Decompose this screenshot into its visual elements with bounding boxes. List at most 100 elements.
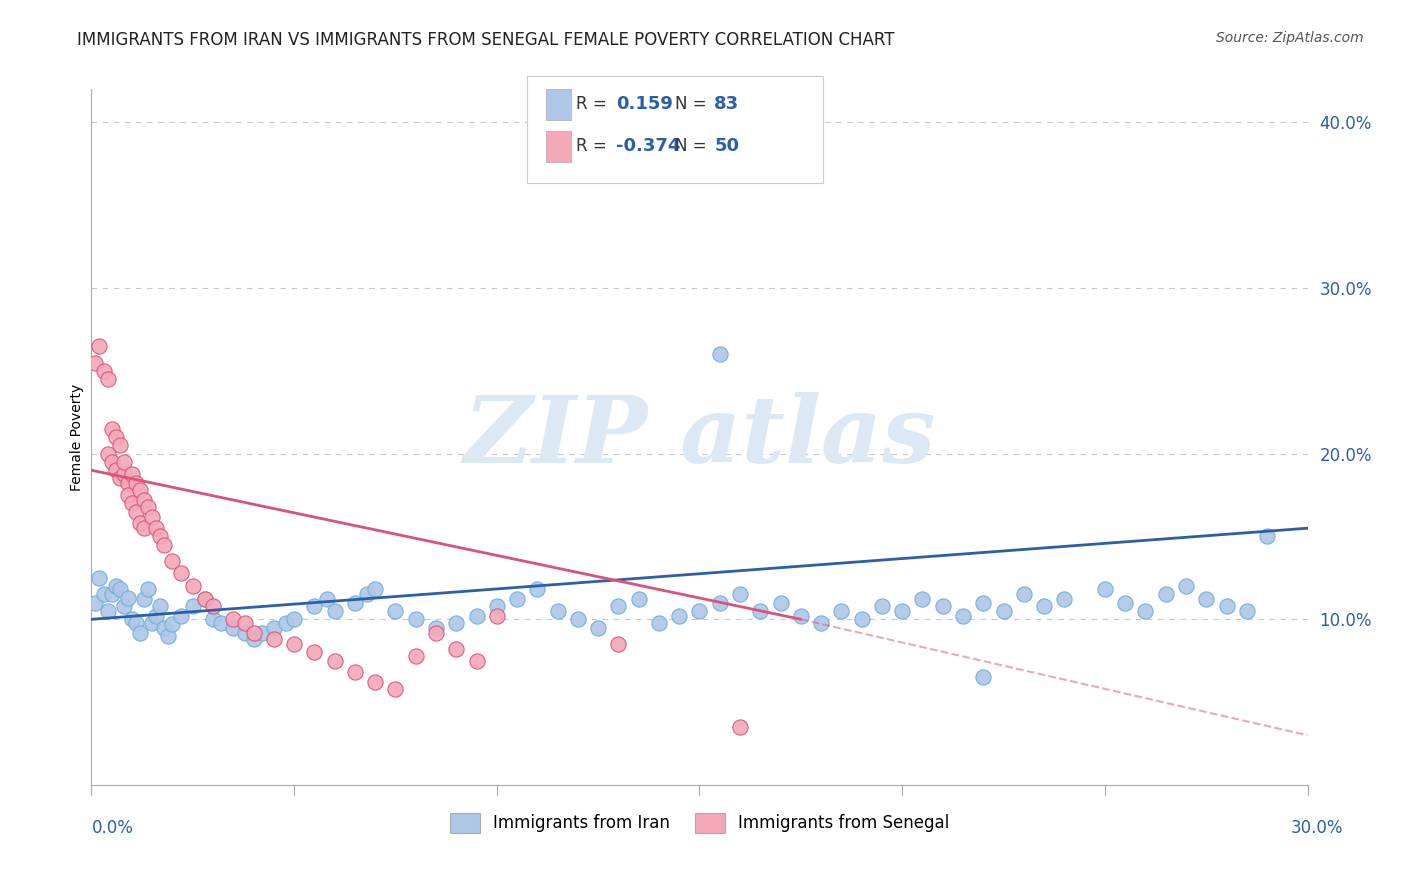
Point: [364, 582, 387, 597]
Point: [97, 447, 120, 461]
Text: 50: 50: [714, 137, 740, 155]
Point: [97, 604, 120, 618]
Point: [194, 592, 217, 607]
Point: [194, 592, 217, 607]
Point: [405, 612, 427, 626]
Point: [121, 612, 143, 626]
Point: [728, 720, 751, 734]
Point: [283, 612, 305, 626]
Text: Source: ZipAtlas.com: Source: ZipAtlas.com: [1216, 31, 1364, 45]
Point: [84, 355, 107, 369]
Point: [315, 592, 337, 607]
Text: N =: N =: [675, 137, 711, 155]
Point: [108, 438, 131, 452]
Point: [153, 621, 176, 635]
Point: [870, 599, 893, 613]
Point: [263, 632, 285, 647]
Legend: Immigrants from Iran, Immigrants from Senegal: Immigrants from Iran, Immigrants from Se…: [443, 806, 956, 839]
Point: [931, 599, 953, 613]
Point: [465, 609, 488, 624]
Point: [1236, 604, 1258, 618]
Point: [222, 612, 245, 626]
Text: R =: R =: [576, 95, 613, 113]
Point: [627, 592, 650, 607]
Point: [668, 609, 690, 624]
Text: IMMIGRANTS FROM IRAN VS IMMIGRANTS FROM SENEGAL FEMALE POVERTY CORRELATION CHART: IMMIGRANTS FROM IRAN VS IMMIGRANTS FROM …: [77, 31, 894, 49]
Point: [648, 615, 671, 630]
Point: [93, 587, 115, 601]
Point: [145, 521, 167, 535]
Point: [89, 339, 111, 353]
Point: [117, 476, 139, 491]
Point: [384, 604, 406, 618]
Text: R =: R =: [576, 137, 613, 155]
Point: [283, 637, 305, 651]
Point: [1215, 599, 1237, 613]
Point: [263, 621, 285, 635]
Point: [607, 637, 630, 651]
Point: [132, 592, 155, 607]
Point: [790, 609, 813, 624]
Point: [465, 654, 488, 668]
Point: [149, 599, 172, 613]
Point: [1012, 587, 1035, 601]
Point: [125, 615, 148, 630]
Point: [129, 625, 152, 640]
Point: [1053, 592, 1076, 607]
Point: [1114, 596, 1136, 610]
Point: [181, 579, 204, 593]
Point: [242, 625, 264, 640]
Point: [356, 587, 378, 601]
Point: [993, 604, 1015, 618]
Point: [222, 621, 245, 635]
Point: [323, 604, 346, 618]
Point: [444, 615, 467, 630]
Point: [1033, 599, 1056, 613]
Point: [157, 629, 180, 643]
Point: [209, 615, 232, 630]
Point: [304, 645, 326, 659]
Point: [149, 529, 172, 543]
Point: [129, 483, 152, 497]
Point: [304, 599, 326, 613]
Point: [117, 488, 139, 502]
Point: [125, 476, 148, 491]
Point: [709, 596, 731, 610]
Point: [1135, 604, 1157, 618]
Point: [547, 604, 569, 618]
Point: [250, 625, 273, 640]
Point: [728, 587, 751, 601]
Point: [169, 609, 191, 624]
Point: [1256, 529, 1278, 543]
Point: [162, 554, 184, 568]
Point: [169, 566, 191, 580]
Point: [891, 604, 914, 618]
Text: 0.159: 0.159: [616, 95, 672, 113]
Point: [125, 505, 148, 519]
Point: [112, 467, 135, 481]
Point: [242, 632, 264, 647]
Text: N =: N =: [675, 95, 711, 113]
Text: 83: 83: [714, 95, 740, 113]
Point: [323, 654, 346, 668]
Point: [235, 625, 257, 640]
Point: [485, 609, 508, 624]
Point: [129, 516, 152, 531]
Text: ZIP atlas: ZIP atlas: [464, 392, 935, 482]
Point: [810, 615, 832, 630]
Point: [181, 599, 204, 613]
Point: [121, 496, 143, 510]
Point: [141, 509, 163, 524]
Point: [1195, 592, 1218, 607]
Point: [749, 604, 772, 618]
Point: [405, 648, 427, 663]
Point: [121, 467, 143, 481]
Point: [1094, 582, 1116, 597]
Point: [343, 596, 366, 610]
Point: [830, 604, 852, 618]
Point: [586, 621, 609, 635]
Point: [84, 596, 107, 610]
Point: [153, 538, 176, 552]
Point: [607, 599, 630, 613]
Point: [132, 521, 155, 535]
